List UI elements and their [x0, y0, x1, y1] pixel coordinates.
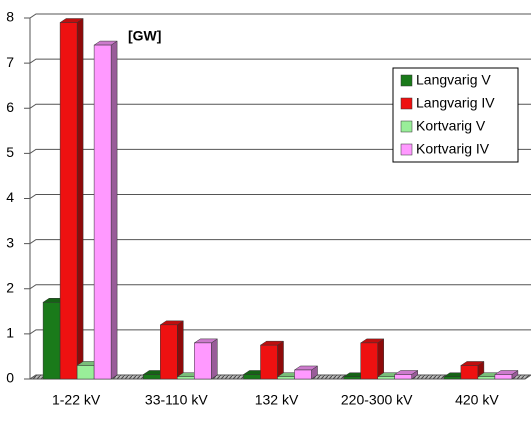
grid-line — [24, 239, 531, 245]
bar-side — [377, 338, 384, 380]
y-tick-label: 5 — [6, 144, 14, 160]
y-tick-label: 0 — [6, 370, 14, 386]
x-tick-label: 220-300 kV — [341, 392, 413, 408]
legend-swatch — [400, 120, 413, 133]
bar — [277, 376, 295, 380]
legend-box — [392, 67, 519, 163]
y-tick-label: 4 — [6, 189, 14, 205]
bar — [494, 374, 513, 380]
bar — [377, 376, 395, 380]
legend-label: Langvarig IV — [416, 95, 495, 111]
x-tick-label: 1-22 kV — [52, 392, 101, 408]
y-tick-label: 7 — [6, 54, 14, 70]
bar-side — [211, 338, 218, 380]
bar — [460, 365, 479, 380]
x-tick-label: 420 kV — [455, 392, 499, 408]
bar — [76, 365, 95, 380]
bar — [360, 342, 378, 380]
x-tick-label: 132 kV — [255, 392, 299, 408]
x-tick-label: 33-110 kV — [145, 392, 208, 408]
grid-line — [24, 194, 531, 199]
y-tick-label: 3 — [6, 234, 14, 250]
grid-line — [24, 284, 531, 290]
grid-line — [24, 13, 531, 19]
y-tick-label: 6 — [6, 99, 14, 115]
bar — [477, 376, 496, 380]
grid-line — [24, 103, 531, 109]
bar — [160, 324, 178, 380]
bar — [443, 376, 462, 380]
bar — [243, 374, 261, 380]
legend-label: Kortvarig IV — [416, 141, 490, 157]
grid-line — [24, 58, 531, 64]
legend-swatch — [400, 74, 413, 87]
bar — [93, 44, 112, 380]
y-tick-label: 8 — [6, 9, 14, 25]
bar — [143, 374, 161, 380]
bar — [294, 369, 312, 380]
bar — [194, 342, 212, 380]
y-tick-label: 1 — [6, 325, 14, 341]
bar — [59, 22, 78, 380]
bar — [177, 376, 195, 380]
legend-label: Langvarig V — [416, 72, 491, 88]
legend-swatch — [400, 143, 413, 156]
grid-line — [24, 148, 531, 154]
y-tick-label: 2 — [6, 279, 14, 295]
legend-swatch — [400, 97, 413, 110]
unit-annotation: [GW] — [128, 28, 161, 44]
bar — [343, 376, 361, 380]
legend-label: Kortvarig V — [416, 118, 486, 134]
bar — [260, 344, 278, 380]
bar-side — [110, 40, 118, 380]
grid-line — [24, 329, 531, 335]
bar-side — [177, 320, 184, 380]
bar — [42, 302, 61, 380]
bar-side — [76, 18, 84, 380]
bar — [394, 374, 412, 380]
